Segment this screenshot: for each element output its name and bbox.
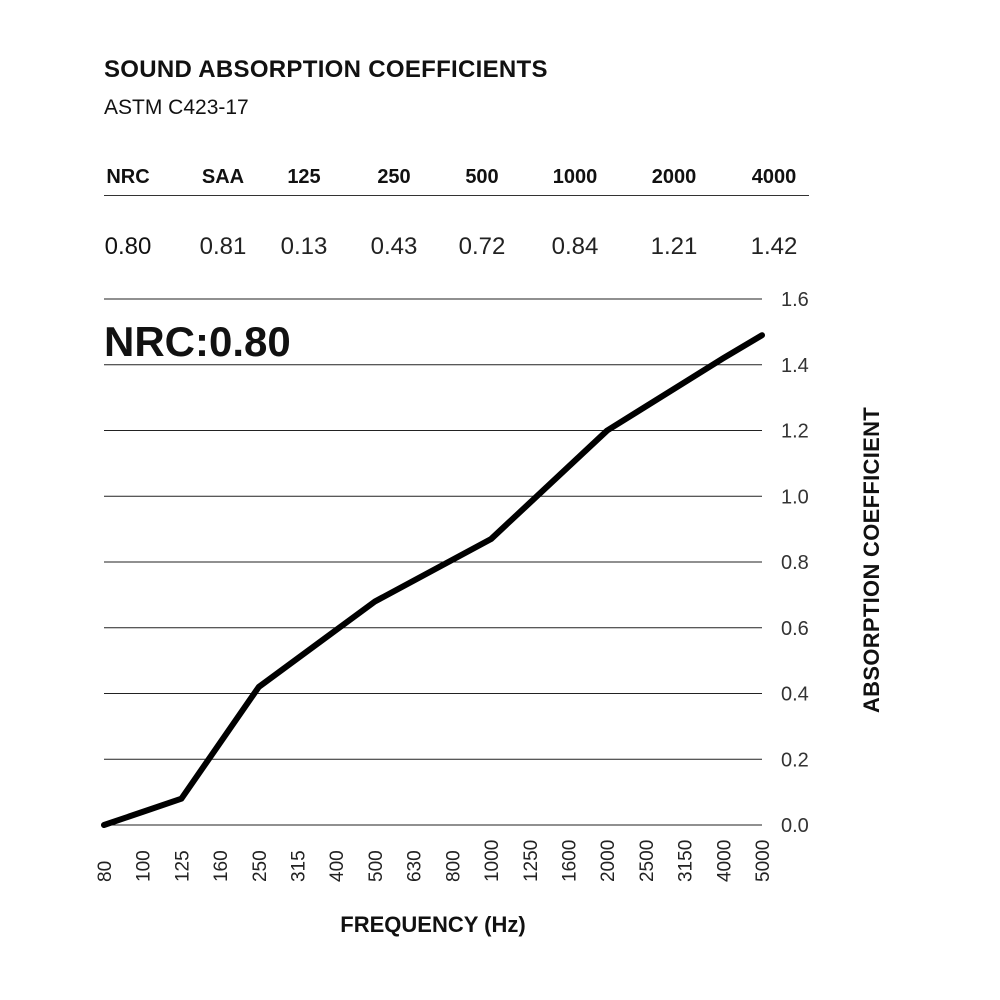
table-value-1000: 0.84 bbox=[551, 233, 599, 260]
y-tick-label: 1.2 bbox=[781, 421, 809, 443]
x-tick-label: 160 bbox=[211, 850, 232, 882]
y-tick-label: 1.0 bbox=[781, 486, 809, 508]
y-tick-label: 0.8 bbox=[781, 552, 809, 574]
table-value-saa: 0.81 bbox=[199, 233, 247, 260]
x-tick-label: 800 bbox=[443, 850, 464, 882]
x-tick-label: 250 bbox=[250, 850, 271, 882]
series-line bbox=[101, 332, 765, 828]
table-header-2000: 2000 bbox=[651, 166, 697, 188]
x-tick-label: 5000 bbox=[753, 840, 774, 882]
table-value-500: 0.72 bbox=[458, 233, 506, 260]
y-tick-label: 0.0 bbox=[781, 815, 809, 837]
table-header-1000: 1000 bbox=[552, 166, 598, 188]
table-value-row: 0.80 0.81 0.13 0.43 0.72 0.84 1.21 1.42 bbox=[104, 196, 809, 260]
table-header-250: 250 bbox=[377, 166, 411, 188]
x-tick-label: 3150 bbox=[676, 840, 697, 882]
x-tick-label: 1000 bbox=[482, 840, 503, 882]
x-tick-label: 1250 bbox=[521, 840, 542, 882]
table-header-125: 125 bbox=[287, 166, 321, 188]
table-value-250: 0.43 bbox=[370, 233, 418, 260]
x-tick-label: 100 bbox=[134, 850, 155, 882]
x-tick-label: 2000 bbox=[598, 840, 619, 882]
table-header-row: NRC SAA 125 250 500 1000 2000 4000 bbox=[104, 163, 809, 196]
table-header-nrc: NRC bbox=[106, 166, 150, 188]
x-tick-label: 125 bbox=[172, 850, 193, 882]
y-tick-label: 1.6 bbox=[781, 289, 809, 311]
x-tick-label: 1600 bbox=[559, 840, 580, 882]
test-standard: ASTM C423-17 bbox=[104, 96, 249, 119]
x-tick-label: 2500 bbox=[637, 840, 658, 882]
y-tick-label: 0.6 bbox=[781, 618, 809, 640]
table-header-4000: 4000 bbox=[751, 166, 797, 188]
x-tick-label: 80 bbox=[95, 861, 116, 882]
x-tick-label: 400 bbox=[327, 850, 348, 882]
x-axis-label: FREQUENCY (Hz) bbox=[340, 912, 526, 937]
y-axis-label: ABSORPTION COEFFICIENT bbox=[859, 406, 884, 714]
y-tick-label: 0.2 bbox=[781, 749, 809, 771]
x-tick-label: 4000 bbox=[714, 840, 735, 882]
nrc-annotation: NRC:0.80 bbox=[104, 318, 291, 365]
x-tick-label: 315 bbox=[289, 850, 310, 882]
table-header-500: 500 bbox=[465, 166, 499, 188]
coefficient-table: NRC SAA 125 250 500 1000 2000 4000 0.80 0.81 0.13… bbox=[104, 163, 809, 260]
table-value-nrc: 0.80 bbox=[104, 233, 152, 260]
table-value-125: 0.13 bbox=[280, 233, 328, 260]
table-value-2000: 1.21 bbox=[650, 233, 698, 260]
table-value-4000: 1.42 bbox=[750, 233, 798, 260]
x-tick-label: 500 bbox=[366, 850, 387, 882]
table-header-saa: SAA bbox=[201, 166, 245, 188]
x-tick-label: 630 bbox=[405, 850, 426, 882]
y-tick-label: 1.4 bbox=[781, 355, 809, 377]
y-tick-label: 0.4 bbox=[781, 684, 809, 706]
chart-title: SOUND ABSORPTION COEFFICIENTS bbox=[104, 56, 548, 83]
